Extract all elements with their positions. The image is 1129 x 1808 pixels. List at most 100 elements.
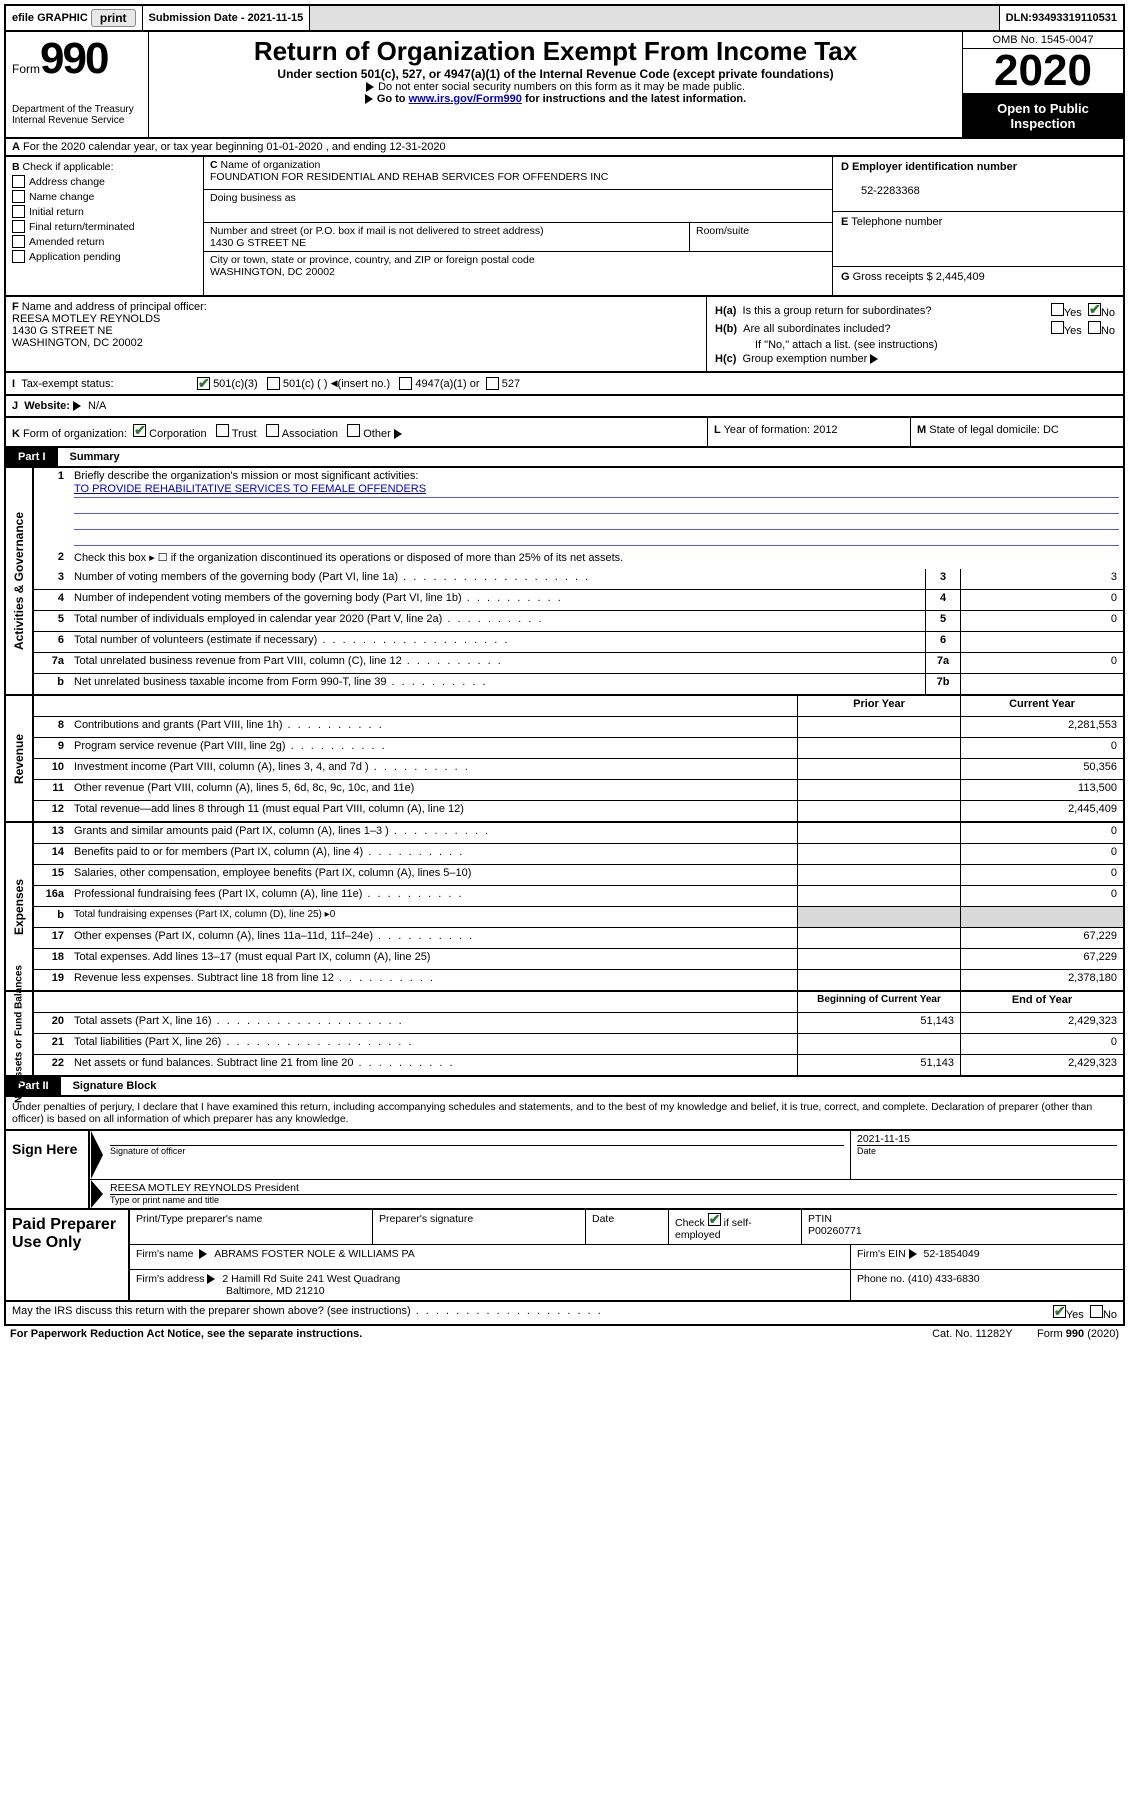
header-mid: Return of Organization Exempt From Incom…: [149, 32, 962, 137]
blank-line: [74, 515, 1119, 530]
line-5: 5Total number of individuals employed in…: [34, 611, 1123, 632]
part2-title: Signature Block: [61, 1077, 1123, 1095]
line-16a: 16aProfessional fundraising fees (Part I…: [34, 886, 1123, 907]
col-l: L Year of formation: 2012: [708, 418, 911, 446]
line-7a: 7aTotal unrelated business revenue from …: [34, 653, 1123, 674]
triangle-icon: [199, 1249, 207, 1259]
part1-num: Part I: [6, 448, 58, 466]
line-4: 4Number of independent voting members of…: [34, 590, 1123, 611]
col-b: B Check if applicable: Address change Na…: [6, 157, 204, 295]
sig-officer: Signature of officer: [104, 1131, 851, 1179]
prep-row1: Print/Type preparer's name Preparer's si…: [130, 1210, 1123, 1245]
line-11: 11Other revenue (Part VIII, column (A), …: [34, 780, 1123, 801]
efile-label: efile GRAPHIC print: [6, 6, 143, 30]
line-7b: bNet unrelated business taxable income f…: [34, 674, 1123, 694]
topbar-spacer: [310, 6, 999, 30]
governance-block: Activities & Governance 1 Briefly descri…: [4, 468, 1125, 696]
officer-city: WASHINGTON, DC 20002: [12, 337, 143, 349]
triangle-icon: [909, 1249, 917, 1259]
side-governance: Activities & Governance: [6, 468, 34, 694]
chk-initial[interactable]: Initial return: [12, 205, 197, 218]
side-revenue: Revenue: [6, 696, 34, 821]
chk-name[interactable]: Name change: [12, 190, 197, 203]
ein-cell: D Employer identification number 52-2283…: [833, 157, 1123, 212]
check-icon: ✔: [133, 424, 146, 437]
col-headers: Prior YearCurrent Year: [34, 696, 1123, 717]
line-17: 17Other expenses (Part IX, column (A), l…: [34, 928, 1123, 949]
perjury-text: Under penalties of perjury, I declare th…: [4, 1097, 1125, 1131]
dln: DLN: 93493319110531: [1000, 6, 1123, 30]
prep-row3: Firm's address 2 Hamill Rd Suite 241 Wes…: [130, 1270, 1123, 1300]
part1-header: Part I Summary: [4, 448, 1125, 468]
q2-row: 2 Check this box ▸ ☐ if the organization…: [34, 549, 1123, 569]
section-fh: F Name and address of principal officer:…: [4, 297, 1125, 373]
officer-name: REESA MOTLEY REYNOLDS: [12, 313, 160, 325]
street-address: 1430 G STREET NE: [210, 237, 306, 249]
line-8: 8Contributions and grants (Part VIII, li…: [34, 717, 1123, 738]
officer-street: 1430 G STREET NE: [12, 325, 113, 337]
dept-treasury: Department of the Treasury: [12, 104, 142, 115]
street-row: Number and street (or P.O. box if mail i…: [204, 223, 832, 252]
line-9: 9Program service revenue (Part VIII, lin…: [34, 738, 1123, 759]
org-name-cell: C Name of organization FOUNDATION FOR RE…: [204, 157, 832, 190]
col-m: M State of legal domicile: DC: [911, 418, 1123, 446]
triangle-icon: [207, 1274, 215, 1284]
netassets-block: Net Assets or Fund Balances Beginning of…: [4, 992, 1125, 1077]
sign-here-label: Sign Here: [6, 1131, 90, 1208]
sign-here-block: Sign Here Signature of officer 2021-11-1…: [4, 1131, 1125, 1210]
sig-name: REESA MOTLEY REYNOLDS PresidentType or p…: [104, 1180, 1123, 1208]
line-19: 19Revenue less expenses. Subtract line 1…: [34, 970, 1123, 990]
sig-date: 2021-11-15Date: [851, 1131, 1123, 1179]
col-headers2: Beginning of Current YearEnd of Year: [34, 992, 1123, 1013]
col-h: H(a) Is this a group return for subordin…: [707, 297, 1123, 371]
col-c: C Name of organization FOUNDATION FOR RE…: [204, 157, 833, 295]
gross-cell: G Gross receipts $ 2,445,409: [833, 267, 1123, 295]
line-20: 20Total assets (Part X, line 16)51,1432,…: [34, 1013, 1123, 1034]
chk-pending[interactable]: Application pending: [12, 250, 197, 263]
print-button[interactable]: print: [91, 9, 136, 27]
form-note1: Do not enter social security numbers on …: [159, 81, 952, 93]
blank-line: [74, 531, 1119, 546]
line-12: 12Total revenue—add lines 8 through 11 (…: [34, 801, 1123, 821]
triangle-icon: [394, 429, 402, 439]
form-note2: Go to www.irs.gov/Form990 for instructio…: [159, 93, 952, 105]
form-title: Return of Organization Exempt From Incom…: [159, 36, 952, 67]
line-14: 14Benefits paid to or for members (Part …: [34, 844, 1123, 865]
row-j: J Website: N/A: [4, 396, 1125, 418]
check-icon: ✔: [708, 1213, 721, 1226]
col-f: F Name and address of principal officer:…: [6, 297, 707, 371]
line-21: 21Total liabilities (Part X, line 26)0: [34, 1034, 1123, 1055]
chk-final[interactable]: Final return/terminated: [12, 220, 197, 233]
form-number: Form990: [12, 34, 142, 84]
line-22: 22Net assets or fund balances. Subtract …: [34, 1055, 1123, 1075]
irs-link[interactable]: www.irs.gov/Form990: [409, 93, 522, 105]
website: N/A: [88, 400, 106, 412]
top-bar: efile GRAPHIC print Submission Date - 20…: [4, 4, 1125, 32]
triangle-icon: [365, 94, 373, 104]
h-b: H(b) Are all subordinates included?Yes N…: [715, 321, 1115, 337]
col-k: K Form of organization: ✔ Corporation Tr…: [6, 418, 708, 446]
chk-amended[interactable]: Amended return: [12, 235, 197, 248]
ein-value: 52-2283368: [841, 185, 920, 197]
header-left: Form990 Department of the Treasury Inter…: [6, 32, 149, 137]
chk-address[interactable]: Address change: [12, 175, 197, 188]
mission-text: TO PROVIDE REHABILITATIVE SERVICES TO FE…: [74, 483, 1119, 498]
triangle-icon: [870, 354, 878, 364]
part2-header: Part II Signature Block: [4, 1077, 1125, 1097]
phone-cell: E Telephone number: [833, 212, 1123, 267]
gross-receipts: 2,445,409: [936, 271, 985, 283]
paperwork-footer: For Paperwork Reduction Act Notice, see …: [4, 1326, 1125, 1342]
line-18: 18Total expenses. Add lines 13–17 (must …: [34, 949, 1123, 970]
q1-row: 1 Briefly describe the organization's mi…: [34, 468, 1123, 549]
row-i: I Tax-exempt status: ✔ 501(c)(3) 501(c) …: [4, 373, 1125, 396]
arrow-icon: [90, 1180, 104, 1208]
row-a: A For the 2020 calendar year, or tax yea…: [4, 139, 1125, 157]
street-cell: Number and street (or P.O. box if mail i…: [204, 223, 690, 251]
revenue-block: Revenue Prior YearCurrent Year 8Contribu…: [4, 696, 1125, 823]
line-13: 13Grants and similar amounts paid (Part …: [34, 823, 1123, 844]
row-klm: K Form of organization: ✔ Corporation Tr…: [4, 418, 1125, 448]
check-icon: ✔: [197, 377, 210, 390]
submission-date: Submission Date - 2021-11-15: [143, 6, 311, 30]
form-subtitle: Under section 501(c), 527, or 4947(a)(1)…: [159, 67, 952, 81]
h-c: H(c) Group exemption number: [715, 353, 1115, 365]
